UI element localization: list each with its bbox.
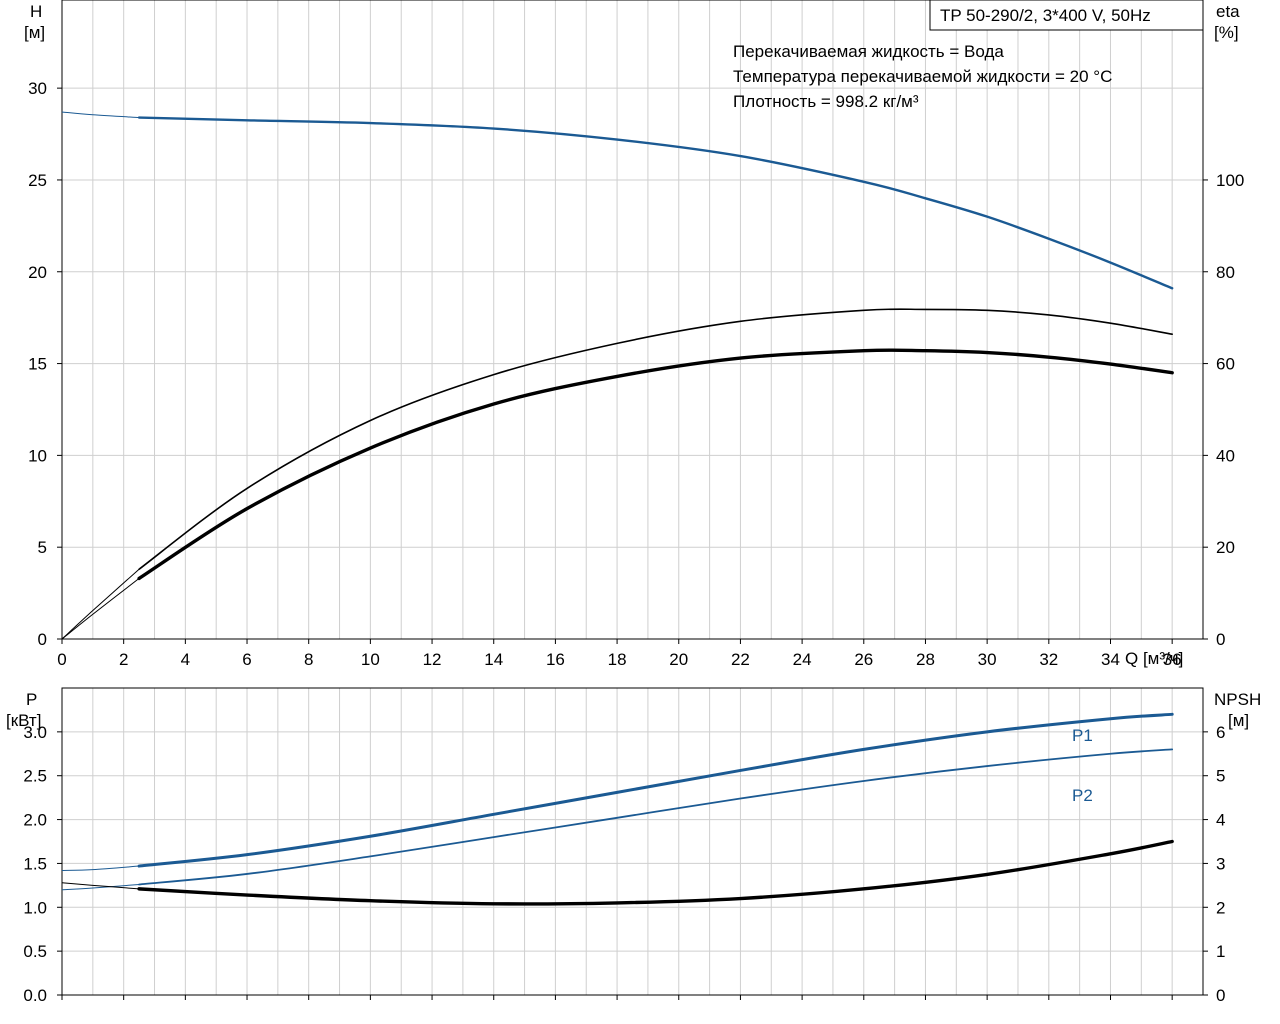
- top-grid: [62, 0, 1203, 639]
- x-tick-label: 28: [916, 650, 935, 669]
- bottom-left-tick-label: 2.5: [23, 767, 47, 786]
- x-tick-label: 4: [181, 650, 190, 669]
- x-tick-label: 2: [119, 650, 128, 669]
- bottom-right-tick-label: 3: [1216, 854, 1225, 873]
- bottom-right-tick-label: 0: [1216, 986, 1225, 1005]
- bottom-left-tick-label: 3.0: [23, 723, 47, 742]
- info-density: Плотность = 998.2 кг/м³: [733, 92, 919, 111]
- x-tick-label: 34: [1101, 650, 1120, 669]
- top-series-2-line-extension: [61, 578, 140, 640]
- info-temperature: Температура перекачиваемой жидкости = 20…: [733, 67, 1112, 86]
- top-series-1-line-extension: [61, 568, 140, 640]
- top-right-axis-title: eta: [1216, 2, 1240, 21]
- x-tick-label: 6: [242, 650, 251, 669]
- top-plot-frame: [61, 0, 1204, 640]
- legend-p2-label: P2: [1072, 786, 1093, 805]
- top-right-tick-label: 0: [1216, 630, 1225, 649]
- bottom-grid: [62, 688, 1203, 995]
- bottom-right-tick-label: 5: [1216, 767, 1225, 786]
- bottom-left-tick-label: 0.0: [23, 986, 47, 1005]
- bottom-series: [61, 712, 1174, 906]
- top-left-tick-label: 15: [28, 355, 47, 374]
- top-right-tick-label: 20: [1216, 538, 1235, 557]
- top-right-tick-label: 100: [1216, 171, 1244, 190]
- bottom-right-axis-title: NPSH: [1214, 690, 1261, 709]
- info-fluid: Перекачиваемая жидкость = Вода: [733, 42, 1004, 61]
- top-left-axis-title: H: [30, 2, 42, 21]
- bottom-left-tick-label: 1.5: [23, 854, 47, 873]
- top-left-tick-label: 0: [38, 630, 47, 649]
- bottom-series-2-line: [137, 839, 1174, 906]
- bottom-right-axis-unit: [м]: [1228, 711, 1249, 730]
- top-right-tick-label: 60: [1216, 355, 1235, 374]
- top-panel: 0 2 4 6 8 10 12 14 16 18 20 22 24 26 28 30 32 34 360510152…: [24, 0, 1244, 669]
- x-tick-label: 8: [304, 650, 313, 669]
- top-left-tick-label: 25: [28, 171, 47, 190]
- bottom-left-tick-label: 2.0: [23, 811, 47, 830]
- x-tick-label: 32: [1039, 650, 1058, 669]
- x-tick-label: 20: [669, 650, 688, 669]
- bottom-right-tick-label: 2: [1216, 898, 1225, 917]
- top-right-tick-label: 40: [1216, 446, 1235, 465]
- bottom-series-p1-line-extension: [61, 865, 140, 871]
- x-tick-label: 36: [1163, 650, 1182, 669]
- x-tick-label: 26: [854, 650, 873, 669]
- x-tick-label: 16: [546, 650, 565, 669]
- top-ticks: 0 2 4 6 8 10 12 14 16 18 20 22 24 26 28 30 32 34 360510152…: [28, 79, 1244, 669]
- x-tick-label: 24: [793, 650, 812, 669]
- x-tick-label: 18: [608, 650, 627, 669]
- top-left-tick-label: 30: [28, 79, 47, 98]
- bottom-series-p1-line: [137, 712, 1174, 868]
- top-series-0-line: [137, 116, 1174, 290]
- top-left-tick-label: 20: [28, 263, 47, 282]
- x-tick-label: 14: [484, 650, 503, 669]
- bottom-left-tick-label: 0.5: [23, 942, 47, 961]
- bottom-plot-frame: [61, 687, 1204, 996]
- top-left-tick-label: 10: [28, 446, 47, 465]
- x-tick-label: 30: [978, 650, 997, 669]
- bottom-series-p2-line: [138, 748, 1174, 886]
- bottom-right-tick-label: 1: [1216, 942, 1225, 961]
- x-tick-label: 0: [57, 650, 66, 669]
- bottom-left-tick-label: 1.0: [23, 898, 47, 917]
- model-box: [929, 0, 1204, 31]
- bottom-ticks: 0.0 0.5 1.0 1.5 2.0 2.5 3.0 0 1 2 3 4 5 6: [23, 723, 1225, 1005]
- bottom-left-axis-unit: [кВт]: [6, 711, 41, 730]
- top-series-1-line: [138, 308, 1173, 571]
- x-tick-label: 22: [731, 650, 750, 669]
- bottom-right-tick-label: 6: [1216, 723, 1225, 742]
- x-tick-label: 12: [423, 650, 442, 669]
- x-axis-label: Q [м³/ч]: [1125, 649, 1183, 668]
- bottom-series-2-line-extension: [61, 882, 140, 890]
- top-left-axis-unit: [м]: [24, 23, 45, 42]
- bottom-panel: 0.0 0.5 1.0 1.5 2.0 2.5 3.0 0 1 2 3 4 5 6 P [кВт] NPS…: [6, 687, 1261, 1005]
- bottom-left-axis-title: P: [26, 690, 37, 709]
- top-left-tick-label: 5: [38, 538, 47, 557]
- model-label: TP 50-290/2, 3*400 V, 50Hz: [940, 6, 1151, 25]
- top-series-2-line: [137, 348, 1174, 581]
- top-right-axis-unit: [%]: [1214, 23, 1239, 42]
- bottom-right-tick-label: 4: [1216, 811, 1225, 830]
- x-tick-label: 10: [361, 650, 380, 669]
- legend-p1-label: P1: [1072, 726, 1093, 745]
- top-series: [61, 111, 1174, 640]
- top-right-tick-label: 80: [1216, 263, 1235, 282]
- bottom-series-p2-line-extension: [61, 883, 140, 891]
- top-series-0-line-extension: [61, 111, 140, 119]
